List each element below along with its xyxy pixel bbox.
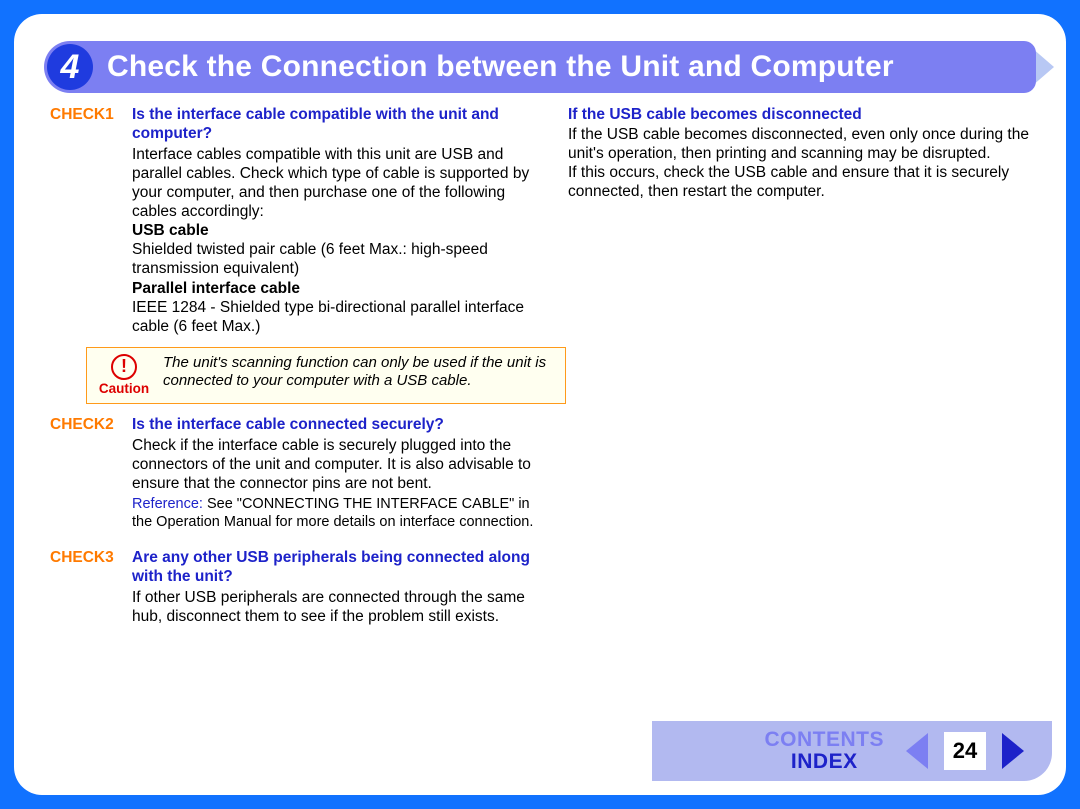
footer-nav: CONTENTS INDEX 24 — [652, 721, 1052, 781]
exclamation-icon: ! — [111, 354, 137, 380]
caution-box: ! Caution The unit's scanning function c… — [86, 347, 566, 404]
contents-link[interactable]: CONTENTS — [765, 729, 885, 751]
check1-label: CHECK1 — [50, 106, 124, 144]
content-area: CHECK1 Is the interface cable compatible… — [50, 106, 1030, 715]
caution-left: ! Caution — [95, 354, 153, 397]
section-title: Check the Connection between the Unit an… — [107, 50, 894, 84]
right-heading: If the USB cable becomes disconnected — [568, 106, 1030, 125]
check2-body: Check if the interface cable is securely… — [132, 437, 550, 494]
check2-label: CHECK2 — [50, 416, 124, 435]
next-page-icon[interactable] — [1002, 733, 1024, 769]
check1-sub2-body: IEEE 1284 - Shielded type bi-directional… — [132, 299, 550, 337]
check2-block: CHECK2 Is the interface cable connected … — [50, 416, 550, 531]
footer-links: CONTENTS INDEX — [765, 729, 885, 773]
check1-question: Is the interface cable compatible with t… — [132, 106, 550, 144]
check3-body: If other USB peripherals are connected t… — [132, 589, 550, 627]
page-frame: 4 Check the Connection between the Unit … — [0, 0, 1080, 809]
check1-body: Interface cables compatible with this un… — [132, 146, 550, 222]
index-link[interactable]: INDEX — [791, 751, 858, 773]
section-number-badge: 4 — [47, 44, 93, 90]
check1-sub1-body: Shielded twisted pair cable (6 feet Max.… — [132, 241, 550, 279]
caution-text: The unit's scanning function can only be… — [163, 354, 555, 391]
check1-block: CHECK1 Is the interface cable compatible… — [50, 106, 550, 337]
check2-question: Is the interface cable connected securel… — [132, 416, 444, 435]
prev-page-icon[interactable] — [906, 733, 928, 769]
right-p2: If this occurs, check the USB cable and … — [568, 164, 1030, 202]
page-number: 24 — [944, 732, 986, 770]
page-panel: 4 Check the Connection between the Unit … — [14, 14, 1066, 795]
reference-label: Reference: — [132, 496, 203, 512]
right-p1: If the USB cable becomes disconnected, e… — [568, 126, 1030, 164]
right-column: If the USB cable becomes disconnected If… — [568, 106, 1030, 715]
left-column: CHECK1 Is the interface cable compatible… — [50, 106, 550, 715]
check1-sub2-title: Parallel interface cable — [132, 280, 550, 299]
section-header: 4 Check the Connection between the Unit … — [44, 41, 1036, 93]
check3-block: CHECK3 Are any other USB peripherals bei… — [50, 549, 550, 627]
check3-label: CHECK3 — [50, 549, 124, 587]
check1-sub1-title: USB cable — [132, 222, 550, 241]
caution-label: Caution — [99, 381, 149, 397]
check3-question: Are any other USB peripherals being conn… — [132, 549, 550, 587]
check2-reference: Reference: See "CONNECTING THE INTERFACE… — [132, 496, 550, 531]
